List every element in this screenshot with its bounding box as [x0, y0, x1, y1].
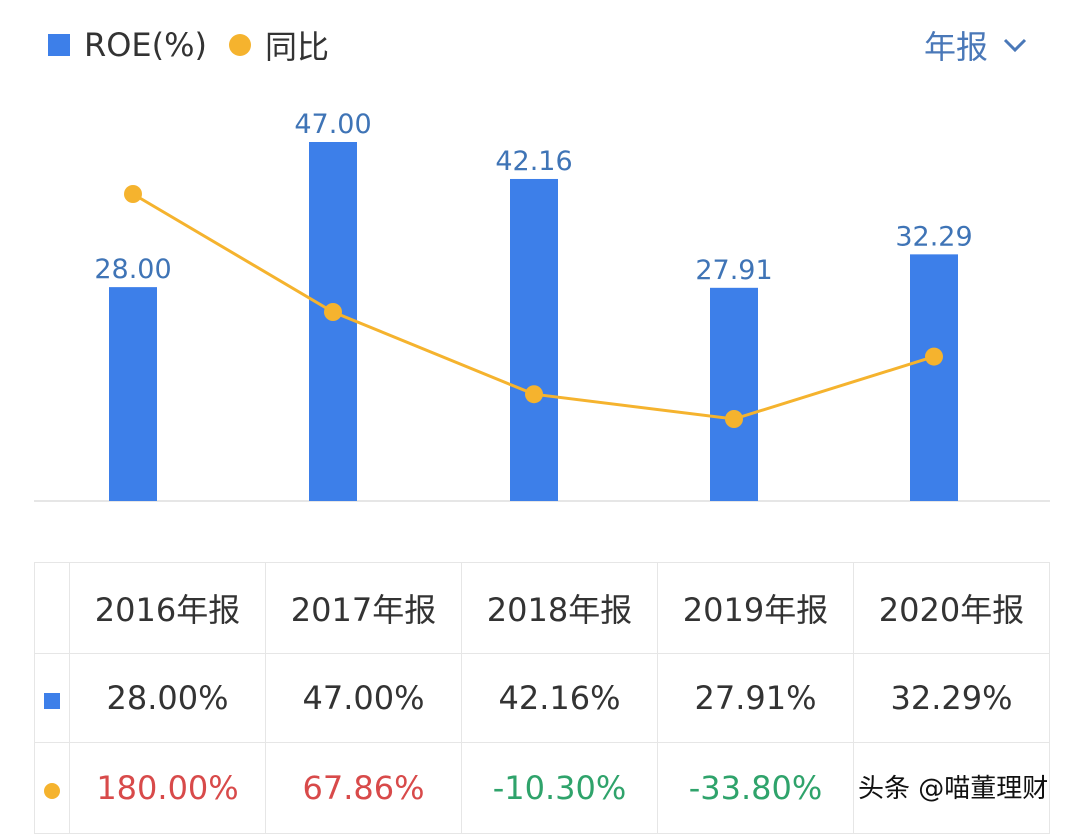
- table-header-cell: 2016年报: [69, 562, 266, 654]
- roe-marker-square: [44, 693, 60, 709]
- table-header-cell: 2019年报: [657, 562, 854, 654]
- table-row-yoy: 180.00% 67.86% -10.30% -33.80%: [34, 742, 1050, 834]
- yoy-point-3: [725, 410, 743, 428]
- roe-legend-marker: [48, 34, 70, 56]
- table-cell-yoy: -10.30%: [461, 742, 658, 834]
- bar-roe-1: [309, 142, 357, 501]
- yoy-row-marker: [34, 742, 70, 834]
- period-selector[interactable]: 年报: [924, 22, 1028, 68]
- bar-roe-4: [910, 254, 958, 501]
- table-cell-yoy: 180.00%: [69, 742, 266, 834]
- table-row-roe: 28.00% 47.00% 42.16% 27.91% 32.29%: [34, 653, 1050, 743]
- period-selector-label: 年报: [923, 28, 988, 66]
- table-cell-yoy: -33.80%: [657, 742, 854, 834]
- bar-label-3: 27.91: [695, 255, 772, 286]
- table-header-cell: 2018年报: [461, 562, 658, 654]
- table-header-cell: 2020年报: [853, 562, 1050, 654]
- roe-chart: 28.00 47.00 42.16 27.91 32.29: [34, 109, 1050, 502]
- data-table: 2016年报 2017年报 2018年报 2019年报 2020年报 28.00…: [34, 562, 1050, 834]
- table-header-row: 2016年报 2017年报 2018年报 2019年报 2020年报: [34, 562, 1050, 654]
- yoy-legend-marker: [229, 34, 252, 56]
- roe-legend-label: ROE(%): [84, 26, 208, 64]
- yoy-marker-dot: [44, 783, 60, 799]
- yoy-point-1: [324, 303, 342, 321]
- bar-roe-3: [710, 287, 758, 501]
- table-cell-yoy: [853, 742, 1050, 834]
- roe-row-marker: [34, 653, 70, 743]
- table-corner-cell: [34, 562, 70, 654]
- chart-legend: ROE(%) 同比: [48, 22, 329, 68]
- watermark: 头条 @喵董理财: [858, 774, 1049, 804]
- bar-label-4: 32.29: [895, 221, 972, 252]
- table-header-cell: 2017年报: [265, 562, 462, 654]
- yoy-point-2: [525, 385, 543, 404]
- bar-roe-0: [109, 287, 157, 501]
- table-cell-roe: 47.00%: [265, 653, 462, 743]
- bar-roe-2: [510, 178, 558, 501]
- chevron-down-icon: [1003, 38, 1027, 53]
- yoy-legend-label: 同比: [265, 28, 330, 66]
- bar-label-2: 42.16: [495, 146, 572, 177]
- table-cell-roe: 27.91%: [657, 653, 854, 743]
- table-cell-roe: 28.00%: [69, 653, 266, 743]
- table-cell-yoy: 67.86%: [265, 742, 462, 834]
- table-cell-roe: 42.16%: [461, 653, 658, 743]
- bar-label-0: 28.00: [94, 254, 171, 285]
- yoy-point-0: [124, 185, 142, 203]
- yoy-point-4: [925, 347, 943, 366]
- bar-label-1: 47.00: [294, 109, 371, 140]
- table-cell-roe: 32.29%: [853, 653, 1050, 743]
